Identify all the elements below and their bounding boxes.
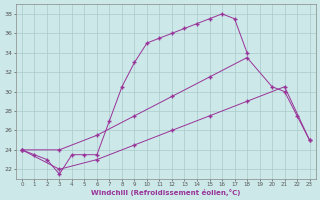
X-axis label: Windchill (Refroidissement éolien,°C): Windchill (Refroidissement éolien,°C) — [91, 189, 240, 196]
